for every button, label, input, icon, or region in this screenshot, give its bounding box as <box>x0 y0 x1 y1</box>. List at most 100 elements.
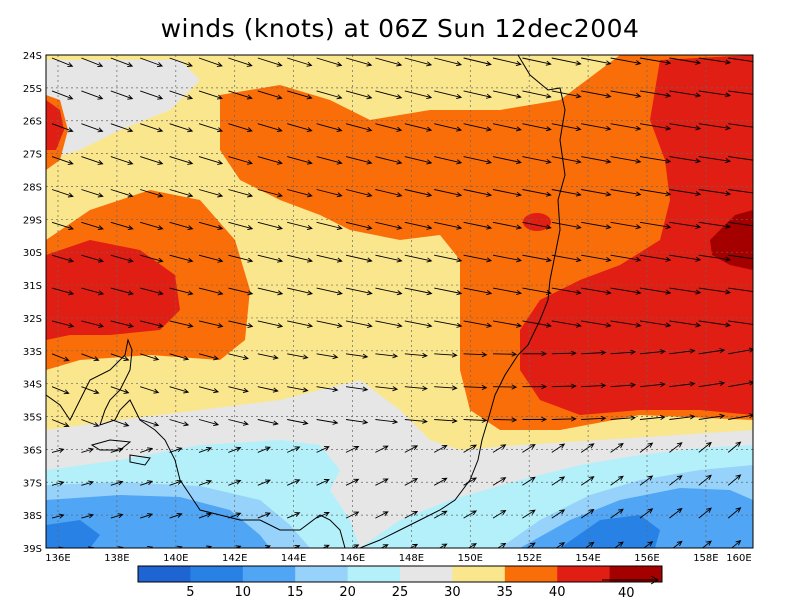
wind-arrow <box>316 320 343 328</box>
lat-label: 39S <box>23 544 42 555</box>
wind-arrow <box>698 57 732 65</box>
wind-arrow <box>404 90 433 100</box>
wind-arrow <box>81 320 105 328</box>
wind-arrow <box>434 90 463 99</box>
colorbar-swatch <box>138 566 191 582</box>
lat-label: 24S <box>23 51 42 62</box>
wind-arrow <box>316 479 330 486</box>
wind-arrow <box>287 386 309 393</box>
wind-arrow <box>610 349 637 355</box>
wind-arrow <box>345 189 373 198</box>
colorbar-labels: 5 10 15 20 25 30 35 40 <box>186 585 565 600</box>
wind-arrow <box>698 221 732 229</box>
wind-arrow <box>639 57 672 66</box>
wind-arrow <box>522 383 548 390</box>
lon-label: 158E <box>693 553 718 564</box>
wind-arrow <box>198 189 224 198</box>
wind-arrow <box>228 320 254 328</box>
wind-arrow <box>581 57 612 66</box>
wind-arrow <box>287 123 313 133</box>
lat-label: 25S <box>23 84 42 95</box>
wind-arrow <box>698 189 732 197</box>
wind-arrow <box>81 287 105 296</box>
wind-arrow <box>492 57 522 66</box>
wind-arrow <box>51 189 74 198</box>
wind-arrow <box>639 349 666 355</box>
wind-arrow <box>81 57 104 68</box>
wind-arrow <box>610 320 642 328</box>
wind-arrow <box>669 414 696 420</box>
wind-arrow <box>672 540 683 548</box>
wind-arrow <box>404 418 428 424</box>
wind-arrow <box>728 123 753 128</box>
wind-arrow <box>198 90 223 100</box>
wind-arrow <box>316 123 343 132</box>
wind-arrow <box>257 221 284 231</box>
coastline <box>46 55 566 548</box>
lat-label: 30S <box>23 248 42 259</box>
wind-arrow <box>492 384 518 390</box>
wind-arrow <box>257 254 284 263</box>
wind-arrow <box>81 90 104 100</box>
wind-arrow <box>140 156 164 165</box>
wind-arrow <box>463 320 493 328</box>
wind-arrow <box>728 156 753 161</box>
wind-arrow <box>404 352 428 359</box>
wind-arrow <box>463 90 493 99</box>
wind-speed-fill <box>46 55 753 548</box>
lat-label: 26S <box>23 117 42 128</box>
wind-arrow <box>404 445 419 453</box>
wind-arrow <box>257 90 283 100</box>
reference-vector-label: 40 <box>618 586 635 600</box>
wind-arrow <box>669 221 702 230</box>
wind-arrow <box>580 508 595 519</box>
wind-arrow <box>316 386 339 393</box>
wind-arrow <box>81 447 95 453</box>
wind-arrow <box>610 508 624 519</box>
wind-arrow <box>287 156 313 165</box>
wind-arrow <box>728 254 753 260</box>
wind-arrow <box>257 386 279 393</box>
wind-arrow <box>698 507 712 519</box>
wind-arrow <box>257 353 279 360</box>
wind-arrow <box>198 512 213 519</box>
wind-arrow <box>316 254 343 263</box>
wind-arrow <box>727 441 742 453</box>
lat-label: 35S <box>23 413 42 424</box>
wind-arrow <box>316 511 330 519</box>
wind-arrow <box>257 479 271 486</box>
wind-arrow <box>434 385 458 391</box>
wind-arrow <box>497 542 507 548</box>
longitude-labels: 136E 138E 140E 142E 144E 146E 148E 150E 152E 154E… <box>45 553 751 564</box>
wind-arrow <box>51 123 74 133</box>
wind-arrow <box>110 480 124 486</box>
wind-arrow <box>375 287 403 296</box>
wind-arrow <box>198 446 213 453</box>
wind-arrow <box>257 419 279 426</box>
plot-frame <box>45 54 754 549</box>
wind-arrow <box>228 189 254 198</box>
colorbar-swatch <box>347 566 401 582</box>
wind-arrow <box>551 443 566 453</box>
wind-arrow <box>463 510 478 519</box>
wind-arrow <box>522 123 552 132</box>
wind-arrow <box>228 221 254 231</box>
wind-arrow <box>140 189 164 198</box>
wind-arrow <box>581 415 607 422</box>
wind-arrow <box>551 123 582 132</box>
wind-arrow <box>140 513 154 519</box>
wind-arrow <box>375 445 389 453</box>
wind-arrow <box>140 287 164 296</box>
wind-arrow <box>140 419 160 427</box>
wind-arrow <box>51 353 70 362</box>
wind-arrow <box>51 254 75 263</box>
wind-arrow <box>257 512 271 519</box>
wind-arrow <box>580 443 595 453</box>
wind-arrow <box>492 90 522 99</box>
wind-arrow <box>51 386 70 395</box>
wind-arrow <box>669 189 702 197</box>
wind-arrow <box>287 221 313 230</box>
wind-arrow <box>492 156 522 165</box>
wind-arrow <box>581 90 612 99</box>
wind-arrow <box>375 478 389 486</box>
